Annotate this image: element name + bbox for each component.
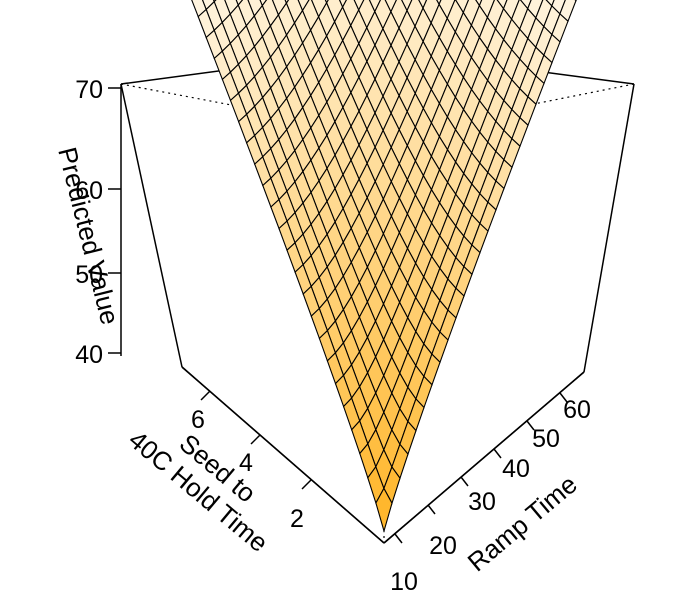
surface-facet <box>338 0 348 9</box>
x-tick-mark <box>493 448 502 459</box>
z-tick-label: 40 <box>75 341 103 369</box>
z-axis-label: Predicted Value <box>52 144 125 328</box>
z-tick-label: 70 <box>75 76 103 104</box>
y-tick-label: 4 <box>239 449 253 477</box>
x-tick-label: 40 <box>502 455 530 483</box>
y-tick-mark <box>200 390 211 401</box>
x-axis-label: Ramp Time <box>462 469 583 577</box>
surface-facet <box>418 0 428 10</box>
x-tick-mark <box>427 504 436 515</box>
surface-mesh <box>191 0 577 533</box>
y-axis-label: Seed to40C Hold Time <box>123 401 293 558</box>
x-tick-label: 10 <box>390 568 418 596</box>
surface-facet <box>375 487 393 533</box>
y-tick-label: 2 <box>290 505 304 533</box>
surface-facet <box>353 0 365 12</box>
surface-facet <box>401 0 413 12</box>
y-tick-mark <box>250 434 261 445</box>
y-axis-line <box>181 366 385 544</box>
y-tick-label: 6 <box>191 406 205 434</box>
x-tick-label: 30 <box>468 488 496 516</box>
x-tick-mark <box>460 476 469 487</box>
x-tick-label: 60 <box>563 396 591 424</box>
z-axis: 70 60 50 40 Predicted Value <box>52 76 125 369</box>
x-axis-line <box>383 371 585 544</box>
x-tick-mark <box>559 392 568 403</box>
x-tick-mark <box>394 533 403 544</box>
z-tick-label: 50 <box>75 261 103 289</box>
x-tick-label: 20 <box>429 532 457 560</box>
y-tick-mark <box>301 479 312 490</box>
z-tick-label: 60 <box>75 177 103 205</box>
x-tick-mark <box>526 420 535 431</box>
x-tick-label: 50 <box>532 425 560 453</box>
